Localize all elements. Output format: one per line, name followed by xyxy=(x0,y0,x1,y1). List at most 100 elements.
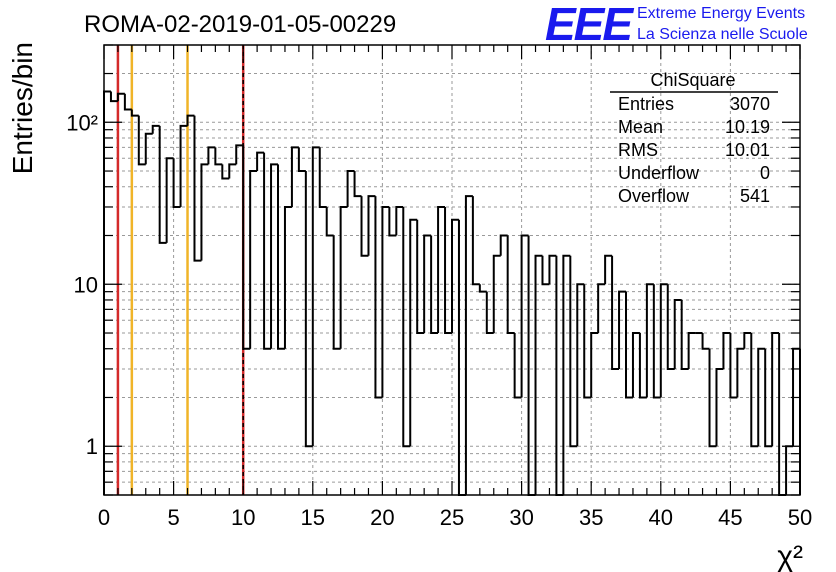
histogram-bin xyxy=(722,332,731,369)
histogram-bin xyxy=(548,254,557,285)
x-tick-label: 5 xyxy=(167,505,179,530)
histogram-bin xyxy=(576,283,585,447)
histogram-bin xyxy=(325,206,334,237)
histogram-bin xyxy=(214,147,223,166)
histogram-bin xyxy=(583,284,592,399)
histogram-bin xyxy=(144,132,153,165)
histogram-bin xyxy=(652,284,661,399)
histogram-bin xyxy=(506,235,515,335)
y-axis-label: Entries/bin xyxy=(7,42,38,174)
histogram-bin xyxy=(715,367,724,447)
histogram-bin xyxy=(207,146,216,165)
axes xyxy=(103,44,801,496)
histogram-bin xyxy=(200,163,209,261)
stats-label: RMS xyxy=(618,140,658,160)
x-tick-label: 40 xyxy=(649,505,673,530)
histogram-bin xyxy=(416,219,425,335)
histogram-bin xyxy=(569,255,578,448)
stats-label: Underflow xyxy=(618,163,700,183)
histogram-bin xyxy=(339,205,348,349)
histogram-bin xyxy=(534,254,543,495)
eee-logo-mark: EEE xyxy=(545,0,634,50)
histogram-bin xyxy=(618,290,626,369)
histogram-bin xyxy=(103,90,111,495)
histogram-bin xyxy=(235,144,244,165)
x-tick-label: 0 xyxy=(98,505,110,530)
histogram-bin xyxy=(729,333,738,399)
logo-line-2: La Scienza nelle Scuole xyxy=(637,26,808,43)
histogram-bin xyxy=(332,235,341,350)
histogram-bin xyxy=(562,254,571,495)
histogram-bin xyxy=(478,284,487,293)
histogram-bin xyxy=(611,255,620,370)
histogram-bin xyxy=(513,333,522,399)
stats-box: ChiSquare Entries 3070 Mean 10.19 RMS 10.01 Un… xyxy=(610,70,778,206)
histogram-bin xyxy=(130,109,139,117)
histogram-bin xyxy=(750,333,759,448)
histogram-bin xyxy=(360,196,369,257)
histogram-bin xyxy=(736,347,745,398)
histogram-bin xyxy=(221,164,230,180)
eee-logo: EEE Extreme Energy Events La Scienza nel… xyxy=(545,0,808,50)
histogram-bin xyxy=(304,171,313,448)
histogram-bin xyxy=(590,332,599,398)
histogram-bin xyxy=(270,163,278,349)
y-tick-labels: 1 10 10² xyxy=(66,110,98,459)
histogram-bin xyxy=(353,171,362,198)
histogram-bin xyxy=(374,196,383,399)
histogram-bin xyxy=(604,254,613,285)
histogram-bin xyxy=(778,333,787,496)
histogram-bin xyxy=(423,234,432,334)
histogram-bin xyxy=(151,124,160,134)
histogram-bin xyxy=(109,91,118,103)
histogram-bin xyxy=(708,348,717,448)
histogram-bin xyxy=(771,332,780,447)
histogram-bin xyxy=(263,152,272,350)
histogram-bin xyxy=(492,254,501,334)
stats-label: Entries xyxy=(618,94,674,114)
stats-value: 10.19 xyxy=(725,117,770,137)
histogram-bin xyxy=(388,206,397,237)
histogram-bin xyxy=(541,255,550,286)
histogram-bin xyxy=(464,195,473,495)
histogram-bin xyxy=(764,348,773,448)
histogram-bin xyxy=(381,205,390,398)
histogram-bin xyxy=(631,332,640,398)
histogram-bin xyxy=(318,147,327,208)
stats-value: 0 xyxy=(760,163,770,183)
histogram-bin xyxy=(228,163,237,179)
x-tick-label: 35 xyxy=(579,505,603,530)
histogram-bin xyxy=(471,196,480,286)
histogram-bin xyxy=(625,291,633,399)
x-tick-labels: 0 5 10 15 20 25 30 35 40 45 50 xyxy=(98,505,812,530)
x-tick-label: 20 xyxy=(370,505,394,530)
histogram-bin xyxy=(137,115,146,166)
histogram-bin xyxy=(311,146,320,447)
histogram-bin xyxy=(743,332,752,349)
x-tick-label: 10 xyxy=(231,505,255,530)
histogram-bin xyxy=(659,283,668,398)
x-axis-label: χ² xyxy=(777,540,803,572)
histogram-bin xyxy=(666,284,675,370)
histogram-bin xyxy=(179,124,188,207)
histogram-bin xyxy=(165,157,174,243)
histogram-bin xyxy=(597,283,606,334)
logo-line-1: Extreme Energy Events xyxy=(637,5,805,22)
histogram-bin xyxy=(193,115,202,262)
stats-title: ChiSquare xyxy=(650,70,735,90)
histogram-bin xyxy=(158,125,167,244)
x-tick-label: 15 xyxy=(301,505,325,530)
histogram-bin xyxy=(123,93,132,111)
histogram-bin xyxy=(430,235,439,335)
histogram-bin xyxy=(701,333,710,350)
histogram-bin xyxy=(402,206,411,448)
histogram-bin xyxy=(673,298,682,369)
stats-label: Overflow xyxy=(618,186,690,206)
x-tick-label: 25 xyxy=(440,505,464,530)
run-title: ROMA-02-2019-01-05-00229 xyxy=(84,11,396,38)
histogram-bin xyxy=(527,235,536,496)
stats-value: 3070 xyxy=(730,94,770,114)
histogram-bin xyxy=(409,218,418,447)
y-tick-label: 10² xyxy=(66,110,98,135)
